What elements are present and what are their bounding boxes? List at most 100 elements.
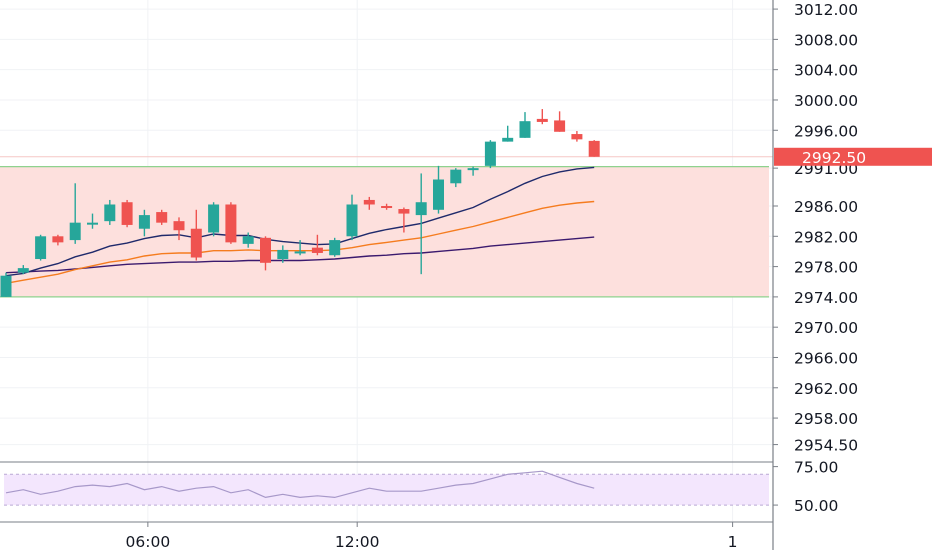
price-tick-label-0: 3012.00	[794, 1, 858, 19]
rsi-panel	[0, 461, 773, 523]
candlesticks	[0, 109, 600, 297]
candle-body-19	[329, 240, 341, 256]
candle-body-20	[346, 204, 358, 237]
candle-body-26	[450, 169, 462, 184]
candle-29	[502, 125, 514, 142]
candle-23	[398, 207, 410, 233]
price-tick-label-6: 2986.00	[794, 198, 858, 216]
candle-30	[519, 112, 531, 138]
ema-slow-line	[5, 236, 595, 274]
candle-10	[173, 217, 185, 241]
candle-body-30	[519, 121, 531, 138]
price-tick-label-11: 2966.00	[794, 349, 858, 367]
candle-body-4	[69, 222, 81, 241]
axis-labels: 3012.003008.003004.003000.002996.002991.…	[126, 1, 932, 551]
candle-19	[329, 237, 341, 257]
candle-body-23	[398, 209, 410, 214]
price-tick-label-8: 2978.00	[794, 259, 858, 277]
range-zone-fill	[0, 166, 769, 297]
candle-body-16	[277, 249, 289, 260]
candle-body-3	[52, 236, 64, 243]
candle-body-17	[294, 251, 306, 254]
time-tick-label-2: 1	[728, 533, 738, 550]
price-tick-label-7: 2982.00	[794, 228, 858, 246]
candle-body-12	[208, 204, 220, 233]
candle-24	[415, 173, 427, 275]
candle-body-8	[138, 215, 150, 229]
candle-33	[571, 131, 583, 142]
price-tick-label-14: 2954.50	[794, 437, 858, 455]
candle-14	[242, 232, 254, 248]
candle-6	[104, 199, 116, 225]
candle-22	[381, 203, 393, 210]
candle-7	[121, 199, 133, 228]
last-price-label: 2992.50	[802, 149, 866, 167]
candle-34	[588, 140, 600, 157]
candle-18	[311, 234, 323, 256]
time-tick-label-0: 06:00	[126, 533, 171, 550]
price-tick-label-1: 3008.00	[794, 31, 858, 49]
candle-25	[433, 165, 444, 214]
price-tick-label-12: 2962.00	[794, 380, 858, 398]
price-tick-label-3: 3000.00	[794, 92, 858, 110]
candle-9	[156, 209, 168, 225]
candle-27	[467, 166, 479, 176]
candle-15	[260, 236, 271, 271]
price-tick-label-4: 2996.00	[794, 122, 858, 140]
candle-body-22	[381, 206, 393, 209]
range-zone	[0, 156, 773, 298]
candle-12	[208, 202, 220, 237]
rsi-tick-label-0: 75.00	[794, 459, 838, 477]
axes	[147, 0, 778, 550]
candle-8	[138, 209, 150, 237]
candle-21	[363, 196, 375, 210]
candle-body-1	[17, 268, 29, 273]
candle-31	[536, 109, 548, 125]
candle-body-10	[173, 221, 185, 231]
candle-body-14	[242, 236, 254, 244]
candle-28	[484, 140, 496, 169]
candle-13	[225, 202, 237, 244]
candle-body-9	[156, 212, 168, 223]
candle-26	[450, 168, 462, 188]
candle-body-18	[311, 247, 323, 253]
candle-16	[277, 245, 289, 263]
rsi-band-fill	[4, 474, 769, 506]
candle-body-27	[467, 168, 479, 171]
candle-body-34	[588, 140, 600, 157]
candle-body-11	[190, 228, 202, 258]
time-tick-label-1: 12:00	[335, 533, 380, 550]
candle-32	[554, 111, 566, 132]
price-tick-label-2: 3004.00	[794, 62, 858, 80]
candle-body-28	[484, 141, 496, 166]
last-price-badge	[774, 147, 932, 166]
price-tick-label-13: 2958.00	[794, 410, 858, 428]
candle-1	[17, 265, 29, 275]
candle-body-33	[571, 134, 583, 140]
candle-body-31	[536, 118, 548, 122]
candle-17	[294, 240, 306, 256]
candle-body-6	[104, 204, 116, 222]
price-tick-label-10: 2970.00	[794, 319, 858, 337]
candle-body-21	[363, 199, 375, 205]
candle-0	[0, 272, 12, 297]
candle-20	[346, 194, 358, 241]
candle-5	[87, 213, 98, 229]
candle-body-32	[554, 120, 566, 132]
candle-body-15	[260, 237, 271, 263]
candle-4	[69, 183, 81, 244]
rsi-line	[5, 470, 595, 499]
candle-11	[190, 209, 202, 261]
candle-3	[52, 234, 64, 246]
candle-body-24	[415, 202, 427, 216]
candle-body-2	[35, 236, 47, 260]
candle-body-29	[502, 137, 514, 142]
candle-2	[35, 234, 47, 261]
candle-body-25	[433, 179, 444, 210]
rsi-tick-label-1: 50.00	[794, 497, 838, 515]
candle-body-0	[0, 275, 12, 297]
candle-body-7	[121, 202, 133, 225]
price-tick-label-9: 2974.00	[794, 289, 858, 307]
